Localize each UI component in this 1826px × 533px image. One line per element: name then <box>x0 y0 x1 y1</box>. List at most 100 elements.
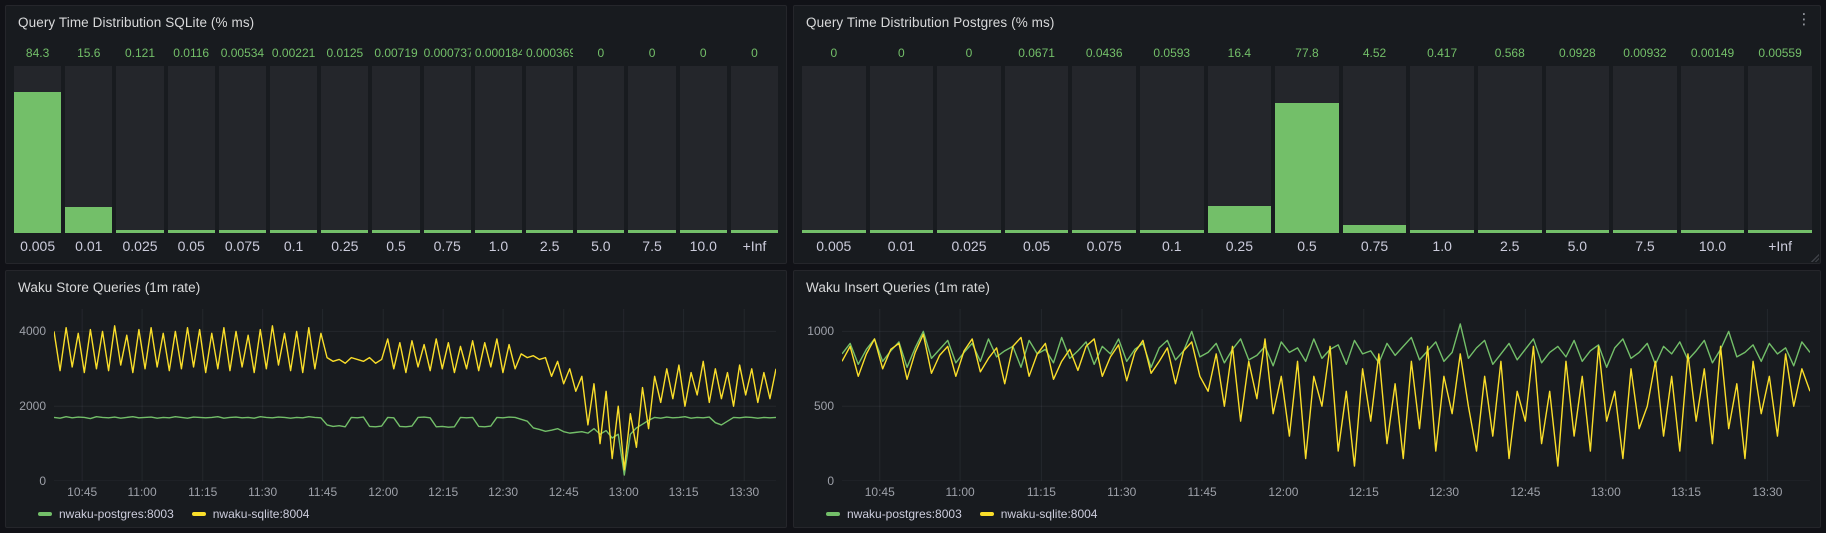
histogram-column: 0.417 1.0 <box>1410 40 1474 257</box>
panel-resize-handle[interactable] <box>1810 253 1819 262</box>
histogram-bar-track <box>14 66 62 233</box>
series-line <box>842 324 1810 367</box>
x-axis-label: 10:45 <box>67 485 98 499</box>
histogram-bar-fill <box>526 230 574 233</box>
chart-canvas[interactable] <box>842 309 1810 481</box>
legend-series-marker <box>826 512 840 516</box>
histogram-bar-fill <box>937 230 1001 233</box>
histogram-bar-track <box>218 66 267 233</box>
bucket-label: 2.5 <box>1500 238 1520 254</box>
histogram-bar-fill <box>1342 225 1407 233</box>
histogram-column: 0.0436 0.075 <box>1072 40 1136 257</box>
x-axis-label: 12:45 <box>548 485 579 499</box>
legend-series-marker <box>979 512 994 516</box>
x-axis-label: 13:00 <box>1590 485 1621 499</box>
histogram-value-label: 0 <box>751 46 758 60</box>
histogram-value-label: 0 <box>898 46 905 60</box>
histogram-bar-fill <box>65 206 113 233</box>
panel-menu-kebab-icon[interactable]: ⋮ <box>1796 11 1812 28</box>
histogram-bar-fill <box>1613 230 1677 233</box>
histogram-bar-track <box>1613 66 1677 233</box>
x-axis: 10:45 11:00 11:15 11:30 11:45 12:00 12:15 12:30… <box>842 481 1810 501</box>
store-queries-chart[interactable] <box>54 309 776 481</box>
panel-title[interactable]: Waku Insert Queries (1m rate) <box>806 279 990 295</box>
x-axis-label: 10:45 <box>864 485 895 499</box>
bucket-label: 0.075 <box>1086 238 1122 254</box>
series-line <box>54 326 776 470</box>
histogram-bar-track <box>423 66 471 233</box>
histogram-bar-track <box>321 66 369 233</box>
x-axis-label: 12:15 <box>1348 485 1379 499</box>
histogram-value-label: 16.4 <box>1227 46 1252 60</box>
histogram-bar-fill <box>869 230 934 233</box>
histogram-bar-fill <box>679 230 727 233</box>
panel-waku-store-queries: Waku Store Queries (1m rate) 0 2000 4000 1… <box>5 270 787 528</box>
histogram-bar-track <box>802 66 866 233</box>
histogram-value-label: 84.3 <box>25 46 50 60</box>
histogram-column: 0.0593 0.1 <box>1139 40 1204 257</box>
histogram-value-label: 0.0436 <box>1085 46 1123 60</box>
histogram-column: 4.52 0.75 <box>1342 40 1407 257</box>
x-axis-label: 12:30 <box>488 485 519 499</box>
legend-series-marker <box>38 512 52 516</box>
insert-queries-chart[interactable] <box>842 309 1810 481</box>
histogram-value-label: 0.0116 <box>173 46 210 60</box>
bucket-label: 0.75 <box>433 238 461 254</box>
timeseries-insert-queries: 0 500 1000 10:45 11:00 11:15 11:30 11:45 12:00 1… <box>794 303 1820 501</box>
histogram-column: 0 0.01 <box>869 40 934 257</box>
panel-title[interactable]: Query Time Distribution Postgres (% ms) <box>806 14 1055 30</box>
histogram-column: 0.0928 5.0 <box>1545 40 1610 257</box>
legend-item[interactable]: nwaku-sqlite:8004 <box>979 507 1097 521</box>
histogram-bar-track <box>1545 66 1610 233</box>
bucket-label: 0.25 <box>331 238 359 254</box>
histogram-column: 0.00719 0.5 <box>372 40 420 257</box>
legend-item[interactable]: nwaku-postgres:8003 <box>38 507 174 521</box>
bucket-label: 0.005 <box>816 238 852 254</box>
x-axis-label: 13:00 <box>608 485 639 499</box>
panel-title[interactable]: Waku Store Queries (1m rate) <box>18 279 201 295</box>
histogram-bar-fill <box>218 230 267 233</box>
histogram-column: 0.00221 0.1 <box>270 40 318 257</box>
panel-title[interactable]: Query Time Distribution SQLite (% ms) <box>18 14 255 30</box>
y-axis-label: 1000 <box>807 324 834 339</box>
x-axis-label: 11:15 <box>188 485 218 499</box>
histogram-bar-track <box>1275 66 1339 233</box>
histogram-column: 0.00534 0.075 <box>218 40 267 257</box>
x-axis-label: 11:30 <box>1107 485 1137 499</box>
histogram-bar-track <box>679 66 727 233</box>
histogram-column: 0 5.0 <box>577 40 625 257</box>
histogram-value-label: 0.0593 <box>1153 46 1191 60</box>
x-axis-label: 11:30 <box>248 485 278 499</box>
histogram-bar-fill <box>1748 230 1812 233</box>
histogram-value-label: 0 <box>830 46 838 60</box>
histogram-bar-fill <box>730 230 779 233</box>
histogram-bar-track <box>1477 66 1542 233</box>
x-axis-label: 13:30 <box>1752 485 1783 499</box>
histogram-bar-fill <box>628 230 676 233</box>
histogram-bar-track <box>270 66 318 233</box>
chart-canvas[interactable] <box>54 309 776 481</box>
x-axis-label: 13:15 <box>668 485 699 499</box>
plot-area[interactable]: 10:45 11:00 11:15 11:30 11:45 12:00 12:15 12:30… <box>842 309 1810 501</box>
bucket-label: 5.0 <box>1567 238 1588 254</box>
histogram-bar-fill <box>1139 230 1204 233</box>
histogram-bar-track <box>1680 66 1745 233</box>
bucket-label: +Inf <box>742 238 767 254</box>
histogram-bar-fill <box>321 230 369 233</box>
histogram-bar-track <box>937 66 1001 233</box>
legend-item[interactable]: nwaku-postgres:8003 <box>826 507 962 521</box>
legend-item[interactable]: nwaku-sqlite:8004 <box>191 507 309 521</box>
histogram-value-label: 4.52 <box>1362 46 1387 60</box>
bucket-label: 0.75 <box>1360 238 1389 254</box>
y-axis-label: 0 <box>827 474 834 488</box>
histogram-value-label: 0 <box>699 46 707 60</box>
plot-area[interactable]: 10:45 11:00 11:15 11:30 11:45 12:00 12:15 12:30… <box>54 309 776 501</box>
histogram-column: 0 10.0 <box>679 40 727 257</box>
histogram-column: 15.6 0.01 <box>65 40 113 257</box>
histogram-bar-track <box>526 66 574 233</box>
histogram-column: 16.4 0.25 <box>1207 40 1272 257</box>
panel-header: Waku Store Queries (1m rate) <box>6 271 786 303</box>
histogram-bar-track <box>577 66 625 233</box>
x-axis-label: 11:45 <box>308 485 338 499</box>
